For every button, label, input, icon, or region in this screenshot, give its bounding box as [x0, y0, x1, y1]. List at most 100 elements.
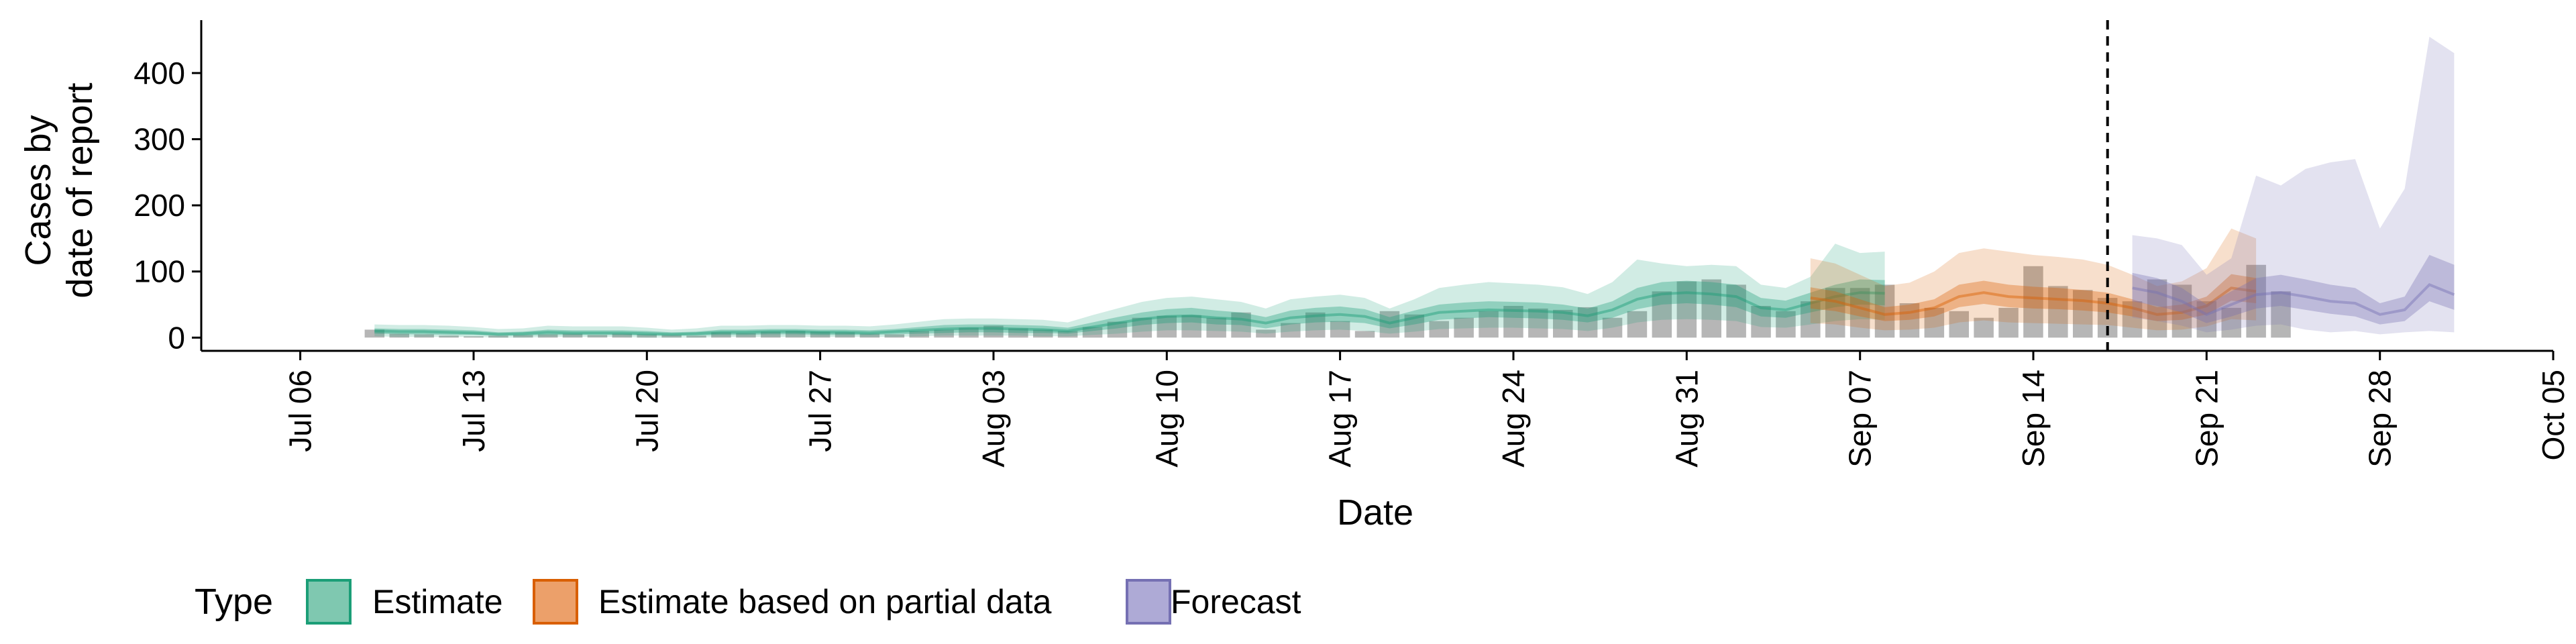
y-ticks: 0 100 200 300 400	[133, 56, 201, 355]
observed-bar	[414, 334, 434, 338]
observed-bar	[1157, 315, 1177, 338]
observed-bar	[1082, 327, 1103, 338]
observed-bar	[1874, 284, 1895, 338]
observed-bar	[736, 333, 756, 338]
x-tick-label: Sep 21	[2189, 370, 2224, 468]
observed-bar	[1181, 315, 1201, 338]
x-axis-title: Date	[1337, 492, 1413, 533]
observed-bar	[1553, 309, 1573, 338]
observed-bar	[884, 334, 905, 338]
observed-bar	[1354, 331, 1375, 338]
x-tick-label: Aug 03	[976, 370, 1011, 468]
observed-bar	[389, 333, 409, 338]
observed-bar	[983, 325, 1004, 338]
observed-bar	[1033, 329, 1053, 338]
observed-bar	[1577, 307, 1598, 338]
observed-bar	[1454, 317, 1474, 338]
observed-bar	[1726, 284, 1746, 338]
observed-bar	[1479, 311, 1499, 338]
observed-bar	[1701, 279, 1721, 338]
observed-bar	[1849, 288, 1870, 338]
observed-bar	[1776, 311, 1796, 338]
observed-bar	[2073, 290, 2093, 338]
x-tick-label: Jul 27	[803, 370, 838, 452]
observed-bar	[637, 334, 657, 338]
observed-bar	[587, 335, 608, 338]
observed-bar	[1503, 306, 1523, 338]
x-ticks: Jul 06 Jul 13 Jul 20 Jul 27 Aug 03 Aug 10 Aug …	[283, 351, 2571, 468]
observed-bar	[1132, 317, 1152, 338]
observed-bar	[1256, 329, 1276, 338]
observed-bar	[2271, 291, 2291, 338]
legend: Type Estimate Estimate based on partial …	[195, 579, 1301, 625]
observed-bar	[364, 329, 385, 338]
x-tick-label: Oct 05	[2536, 370, 2571, 461]
observed-bar	[2048, 286, 2068, 338]
legend-key-forecast	[1126, 579, 1171, 625]
estimate-based-on-partial-data-ribbon-90	[1810, 228, 2257, 331]
observed-bar	[2221, 307, 2241, 338]
forecast-ribbon-90	[2132, 36, 2455, 335]
observed-bar	[909, 331, 929, 338]
estimate-ribbon-90	[374, 244, 1885, 338]
observed-bar	[859, 333, 880, 338]
legend-key-estimate	[306, 579, 352, 625]
legend-label-estimate: Estimate	[372, 583, 503, 621]
forecast-ribbon-50	[2132, 255, 2455, 325]
x-tick-label: Aug 31	[1669, 370, 1704, 468]
observed-bar	[439, 335, 459, 338]
estimate-based-on-partial-data-ribbon-50	[1810, 274, 2257, 321]
observed-bar	[1429, 321, 1449, 338]
axes	[200, 20, 2553, 352]
observed-bar	[612, 333, 633, 338]
observed-bar	[934, 329, 954, 338]
observed-bar	[711, 332, 731, 338]
x-tick-label: Sep 07	[1843, 370, 1878, 468]
observed-bar	[1627, 311, 1648, 338]
legend-key-partial	[533, 579, 578, 625]
y-tick-label: 300	[133, 122, 185, 157]
estimate-median-line	[374, 291, 1885, 336]
x-tick-label: Sep 14	[2016, 370, 2051, 468]
estimate-based-on-partial-data-median-line	[1810, 286, 2257, 316]
observed-bar	[1825, 288, 1845, 338]
observed-bar	[488, 335, 508, 338]
observed-bar	[2122, 301, 2143, 338]
observed-bar	[835, 332, 855, 338]
x-tick-label: Sep 28	[2363, 370, 2398, 468]
observed-bar	[2171, 284, 2192, 338]
observed-bar	[1330, 321, 1350, 338]
y-axis-title-line1: Cases by	[18, 115, 58, 266]
y-axis-title-line2: date of report	[60, 83, 100, 298]
observed-bar	[1107, 321, 1128, 338]
x-tick-label: Jul 13	[456, 370, 491, 452]
observed-bar	[464, 336, 484, 338]
observed-bar	[562, 333, 583, 338]
observed-bar	[2023, 266, 2043, 338]
observed-bar	[2147, 279, 2167, 338]
forecast-median-line	[2132, 283, 2455, 317]
observed-bar	[1281, 323, 1301, 338]
x-tick-label: Aug 24	[1496, 370, 1531, 468]
x-tick-label: Jul 20	[629, 370, 664, 452]
observed-bar	[1899, 303, 1920, 338]
observed-bar	[686, 335, 706, 338]
legend-label-partial: Estimate based on partial data	[598, 583, 1052, 621]
observed-bar	[2196, 301, 2217, 338]
y-tick-label: 400	[133, 56, 185, 91]
observed-bar	[810, 331, 830, 338]
x-tick-label: Aug 10	[1149, 370, 1184, 468]
observed-bar	[1924, 307, 1945, 338]
observed-bar	[661, 335, 682, 338]
observed-bar	[1751, 306, 1771, 338]
y-tick-label: 200	[133, 188, 185, 223]
observed-bar	[2246, 264, 2266, 338]
estimate-ribbons	[374, 36, 2455, 338]
observed-bar	[537, 334, 558, 338]
observed-bar	[959, 327, 979, 338]
observed-bar	[1305, 312, 1326, 338]
observed-bar	[1602, 317, 1623, 338]
observed-bar	[1949, 311, 1969, 338]
observed-bar	[1974, 317, 1994, 338]
